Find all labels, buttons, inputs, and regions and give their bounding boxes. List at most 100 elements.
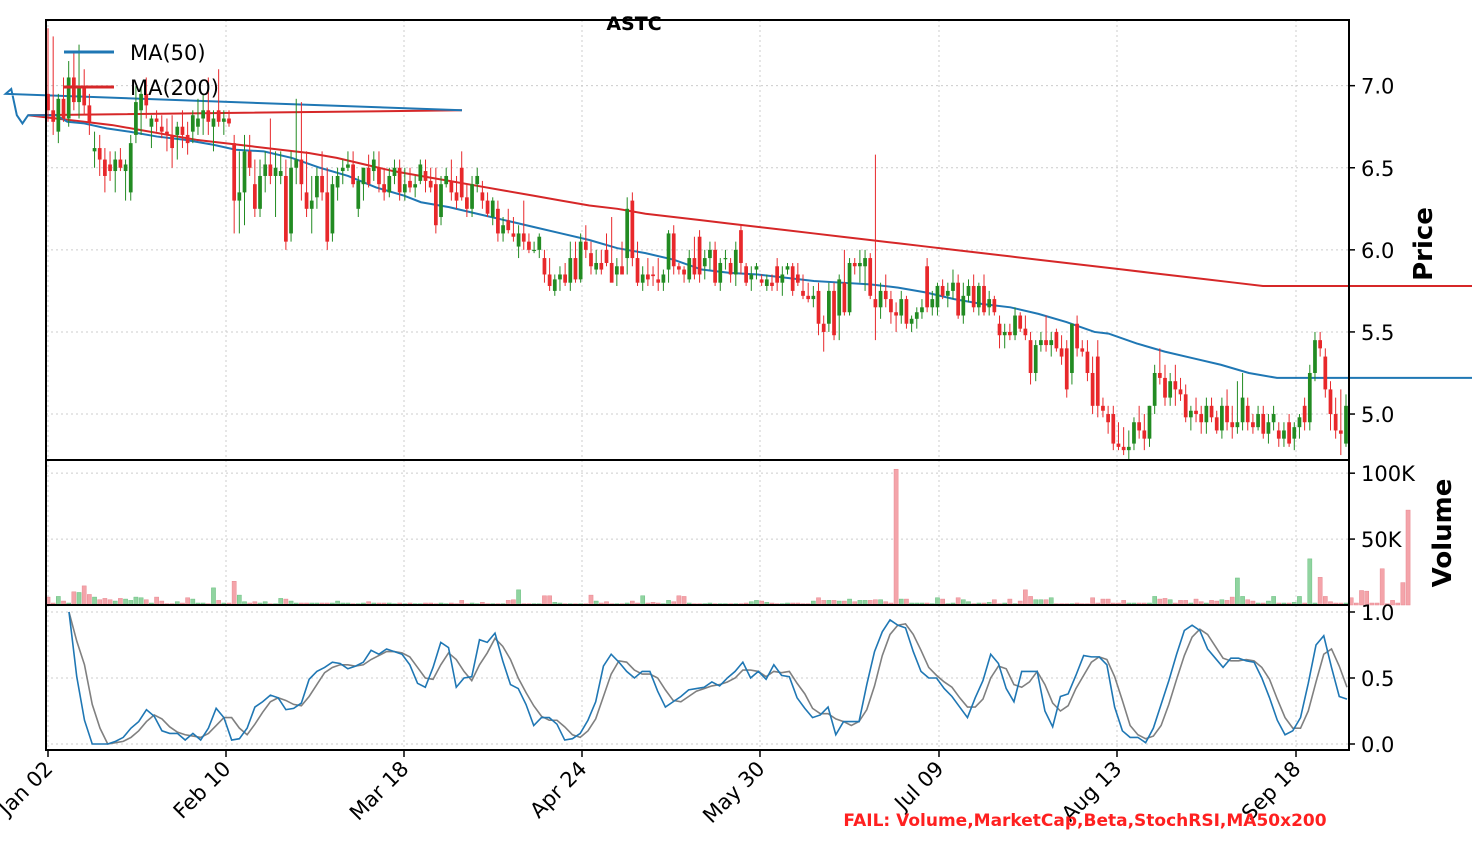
candle-body xyxy=(454,192,459,201)
candle xyxy=(573,241,578,283)
candle-body xyxy=(1230,422,1235,428)
candle xyxy=(625,197,630,275)
candle-body xyxy=(490,200,495,218)
candle xyxy=(56,93,61,144)
volume-axis-label: Volume xyxy=(1428,479,1458,588)
candle xyxy=(1251,414,1255,434)
candle-body xyxy=(537,236,542,250)
candle-body xyxy=(614,266,619,275)
candle xyxy=(113,151,118,193)
legend-label-ma50: MA(50) xyxy=(130,41,206,65)
candle-body xyxy=(604,249,609,263)
candle xyxy=(1095,340,1100,418)
candle xyxy=(392,159,397,185)
candle xyxy=(1204,397,1209,434)
candle-body xyxy=(651,274,655,277)
candle-body xyxy=(247,151,252,168)
candle xyxy=(532,241,536,254)
candle-body xyxy=(511,233,516,237)
candle-body xyxy=(1261,414,1266,434)
candle xyxy=(552,274,557,296)
candle xyxy=(1209,397,1214,423)
candle xyxy=(873,154,878,341)
candle-body xyxy=(677,266,681,270)
volume-bar xyxy=(76,592,82,606)
candle-body xyxy=(309,200,314,209)
candle xyxy=(992,295,997,316)
candle-body xyxy=(325,192,330,242)
candle-body xyxy=(1080,348,1085,352)
candle xyxy=(506,208,511,234)
candle-body xyxy=(775,266,780,283)
candle-body xyxy=(1266,422,1271,434)
candle xyxy=(816,282,821,336)
candle xyxy=(232,134,237,234)
candle xyxy=(1276,422,1281,447)
volume-bar xyxy=(237,594,242,606)
candle xyxy=(413,175,418,198)
candle xyxy=(971,274,976,313)
candle-body xyxy=(1276,430,1281,439)
candle-body xyxy=(51,110,56,122)
candle xyxy=(1018,312,1023,332)
candle-body xyxy=(211,118,216,127)
candle xyxy=(904,295,909,329)
candle-body xyxy=(578,241,583,280)
candle xyxy=(728,258,733,283)
candle-body xyxy=(702,258,707,267)
candle-body xyxy=(449,180,454,193)
candle-body xyxy=(123,164,128,172)
volume-bar xyxy=(1297,596,1302,606)
candle xyxy=(547,258,552,291)
volume-bar xyxy=(1354,602,1359,606)
candle-body xyxy=(868,258,873,296)
candle-body xyxy=(552,279,557,291)
candle-body xyxy=(82,85,87,106)
candle-body xyxy=(185,134,190,144)
candle-body xyxy=(1147,405,1152,439)
candle-body xyxy=(480,192,485,201)
candle-body xyxy=(1245,405,1250,423)
candle xyxy=(480,180,485,209)
candle-body xyxy=(847,262,852,313)
price-tick-label: 5.5 xyxy=(1361,321,1394,345)
candle-body xyxy=(749,274,754,280)
candle xyxy=(656,258,661,291)
candle-body xyxy=(1323,356,1328,390)
stoch-d-line xyxy=(68,611,1348,745)
candle xyxy=(832,282,836,341)
candle-body xyxy=(940,285,945,296)
candle xyxy=(692,236,697,280)
candle xyxy=(268,118,273,185)
candle-body xyxy=(754,266,759,270)
volume-bar xyxy=(81,585,87,606)
candle-body xyxy=(165,131,169,135)
candle xyxy=(1266,414,1271,444)
candle xyxy=(1023,315,1028,341)
volume-bar xyxy=(1322,596,1328,606)
candle xyxy=(1157,348,1162,385)
candle xyxy=(821,315,826,352)
candle-body xyxy=(1126,446,1131,451)
price-tick-label: 5.0 xyxy=(1361,403,1394,427)
candle-body xyxy=(837,279,842,316)
candle-body xyxy=(1039,340,1043,346)
candle xyxy=(1152,364,1157,415)
candle xyxy=(346,151,350,172)
candle-body xyxy=(640,274,645,283)
volume-bar xyxy=(185,597,190,606)
candle-body xyxy=(444,175,449,185)
candle xyxy=(247,134,252,176)
candle-body xyxy=(361,167,366,185)
candle xyxy=(1049,331,1054,357)
candle xyxy=(159,115,164,139)
candle xyxy=(465,184,469,218)
candle-body xyxy=(1240,397,1245,423)
candle-body xyxy=(858,262,862,267)
candle-body xyxy=(1251,422,1255,428)
candle-body xyxy=(852,262,857,267)
candle-body xyxy=(242,151,247,193)
candle xyxy=(428,167,433,193)
volume-bar xyxy=(1307,558,1313,606)
candle xyxy=(920,299,924,319)
